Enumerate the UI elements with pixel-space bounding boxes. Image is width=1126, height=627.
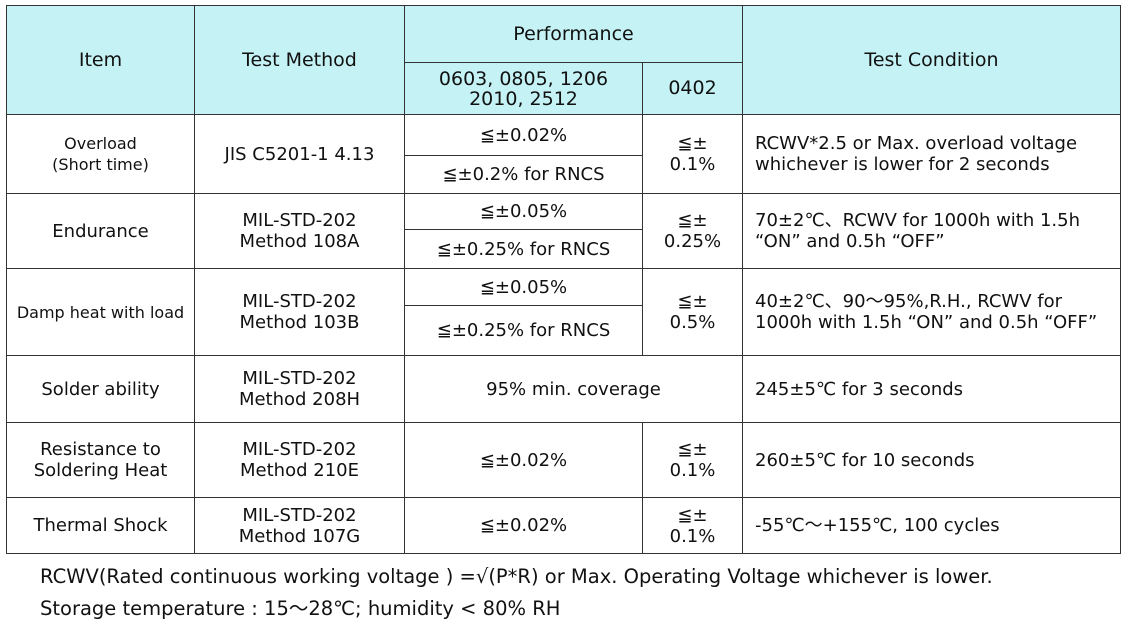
performance-0402-cell: ≦± 0.5% [642, 268, 743, 356]
method-cell: MIL-STD-202 Method 107G [194, 497, 405, 554]
performance-0402-cell: ≦± 0.1% [642, 422, 743, 498]
performance-rncs-cell: ≦±0.25% for RNCS [404, 305, 643, 356]
table-subrow: ≦±0.25% for RNCS [7, 229, 1121, 269]
performance-0402-cell: ≦± 0.1% [642, 114, 743, 194]
footnotes: RCWV(Rated continuous working voltage ) … [40, 561, 993, 625]
table-row: Thermal Shock MIL-STD-202 Method 107G ≦±… [6, 497, 1121, 554]
performance-cell: ≦±0.02% [404, 422, 643, 498]
header-test-method: Test Method [194, 5, 405, 115]
rcwv-note: RCWV(Rated continuous working voltage ) … [40, 565, 993, 588]
table-row: Overload (Short time) JIS C5201-1 4.13 ≦… [6, 114, 1121, 194]
method-cell: MIL-STD-202 Method 103B [194, 268, 405, 356]
item-cell: Endurance [6, 193, 195, 269]
performance-merged-cell: 95% min. coverage [404, 355, 743, 423]
item-cell: Solder ability [6, 355, 195, 423]
performance-cell: ≦±0.05% [404, 193, 643, 230]
method-cell: MIL-STD-202 Method 108A [194, 193, 405, 269]
header-performance-0402: 0402 [642, 62, 743, 115]
item-cell: Resistance to Soldering Heat [6, 422, 195, 498]
test-spec-table: Item Test Method Performance Test Condit… [6, 5, 1121, 554]
performance-0402-cell: ≦± 0.1% [642, 497, 743, 554]
table-row: Endurance MIL-STD-202 Method 108A ≦±0.05… [6, 193, 1121, 269]
table-row: Damp heat with load MIL-STD-202 Method 1… [6, 268, 1121, 356]
performance-rncs-cell: ≦±0.2% for RNCS [404, 155, 643, 194]
condition-cell: 70±2℃、RCWV for 1000h with 1.5h “ON” and … [742, 193, 1121, 269]
header-test-condition: Test Condition [742, 5, 1121, 115]
condition-cell: 40±2℃、90～95%,R.H., RCWV for 1000h with 1… [742, 268, 1121, 356]
table-subrow: ≦±0.2% for RNCS [7, 155, 1121, 194]
performance-cell: ≦±0.02% [404, 114, 643, 156]
item-cell: Thermal Shock [6, 497, 195, 554]
performance-rncs-cell: ≦±0.25% for RNCS [404, 229, 643, 269]
condition-cell: -55℃～+155℃, 100 cycles [742, 497, 1121, 554]
method-cell: JIS C5201-1 4.13 [194, 114, 405, 194]
header-performance-sizes: 0603, 0805, 1206 2010, 2512 [404, 62, 643, 115]
storage-note: Storage temperature : 15～28℃; humidity <… [40, 597, 561, 620]
condition-cell: RCWV*2.5 or Max. overload voltage whiche… [742, 114, 1121, 194]
item-cell: Damp heat with load [6, 268, 195, 356]
condition-cell: 245±5℃ for 3 seconds [742, 355, 1121, 423]
header-row: Item Test Method Performance Test Condit… [6, 5, 1121, 115]
header-item: Item [6, 5, 195, 115]
item-cell: Overload (Short time) [6, 114, 195, 194]
method-cell: MIL-STD-202 Method 210E [194, 422, 405, 498]
condition-cell: 260±5℃ for 10 seconds [742, 422, 1121, 498]
header-subrow: 0603, 0805, 1206 2010, 2512 0402 [7, 62, 1121, 115]
performance-0402-cell: ≦± 0.25% [642, 193, 743, 269]
method-cell: MIL-STD-202 Method 208H [194, 355, 405, 423]
table-row: Resistance to Soldering Heat MIL-STD-202… [6, 422, 1121, 498]
performance-cell: ≦±0.05% [404, 268, 643, 306]
performance-cell: ≦±0.02% [404, 497, 643, 554]
table-subrow: ≦±0.25% for RNCS [7, 305, 1121, 356]
table-row: Solder ability MIL-STD-202 Method 208H 9… [6, 355, 1121, 423]
header-performance: Performance [404, 5, 743, 63]
